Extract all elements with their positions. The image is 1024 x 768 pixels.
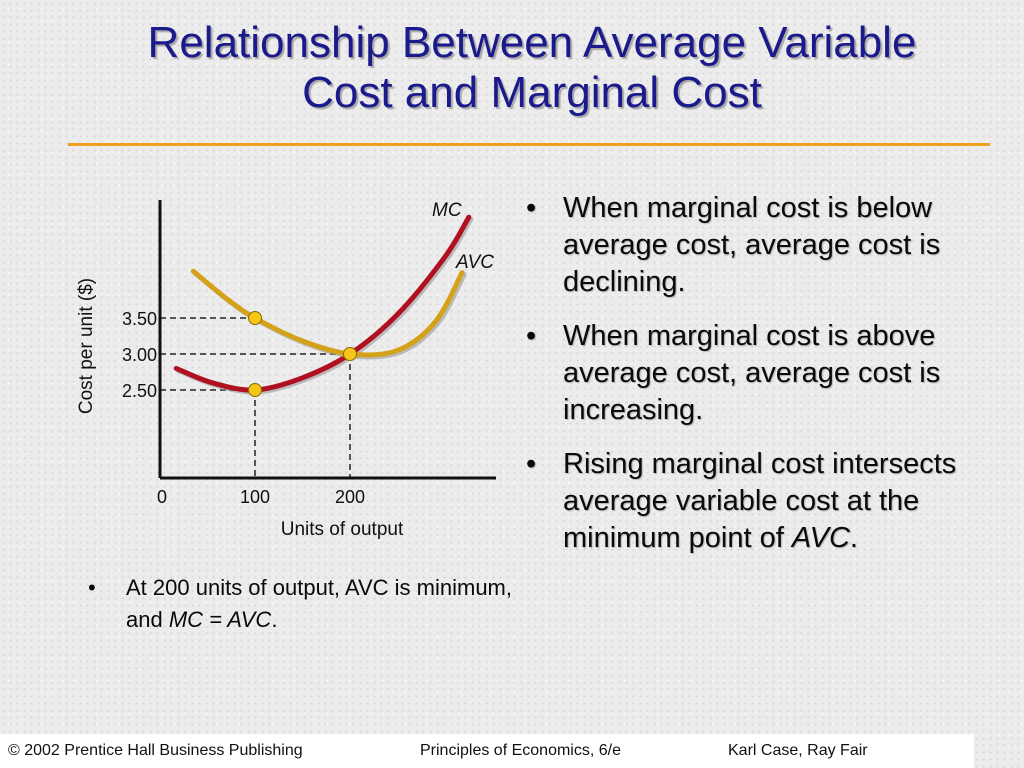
avc-curve (190, 268, 465, 358)
highlight-points (248, 311, 357, 397)
note-text: At 200 units of output, AVC is minimum, … (126, 575, 512, 632)
x-axis-label: Units of output (281, 519, 404, 540)
title-divider (68, 143, 990, 146)
title-line-1: Relationship Between Average Variable (147, 18, 917, 67)
footer-bar: © 2002 Prentice Hall Business Publishing… (0, 734, 974, 768)
y-tick-3.00: 3.00 (122, 345, 157, 365)
mc-curve-label: MC (432, 200, 462, 221)
note-item: At 200 units of output, AVC is minimum, … (88, 572, 518, 636)
x-tick-200: 200 (335, 487, 365, 507)
note-italic: MC = AVC (168, 607, 272, 632)
bullet-3-end: . (849, 522, 858, 554)
note-end: . (271, 607, 278, 632)
bullet-item-3: Rising marginal cost intersects average … (522, 446, 1002, 557)
highlight-point-1 (248, 311, 262, 325)
chart-note: At 200 units of output, AVC is minimum, … (88, 572, 518, 636)
avc-curve-label: AVC (455, 252, 494, 273)
x-tick-labels: 0 100 200 (157, 487, 365, 507)
title-line-2: Cost and Marginal Cost (302, 68, 762, 117)
y-axis-label: Cost per unit ($) (76, 278, 97, 414)
bullet-3-italic: AVC (791, 522, 850, 554)
footer-copyright: © 2002 Prentice Hall Business Publishing (8, 742, 303, 759)
bullet-3-text: Rising marginal cost intersects average … (563, 448, 957, 554)
y-tick-2.50: 2.50 (122, 381, 157, 401)
footer-book: Principles of Economics, 6/e (420, 742, 621, 759)
x-tick-0: 0 (157, 487, 167, 507)
bullet-item-1: When marginal cost is below average cost… (522, 190, 1002, 301)
footer-authors: Karl Case, Ray Fair (728, 742, 868, 759)
y-tick-3.50: 3.50 (122, 309, 157, 329)
slide-title: Relationship Between Average Variable Co… (40, 18, 1024, 118)
y-tick-labels: 2.50 3.00 3.50 (122, 309, 157, 401)
highlight-point-3 (343, 347, 357, 361)
cost-curves (173, 214, 474, 395)
x-tick-100: 100 (240, 487, 270, 507)
bullet-list: When marginal cost is below average cost… (522, 190, 1002, 574)
mc-curve (173, 214, 472, 393)
guide-lines (160, 317, 351, 478)
highlight-point-2 (248, 383, 262, 397)
bullet-item-2: When marginal cost is above average cost… (522, 318, 1002, 429)
